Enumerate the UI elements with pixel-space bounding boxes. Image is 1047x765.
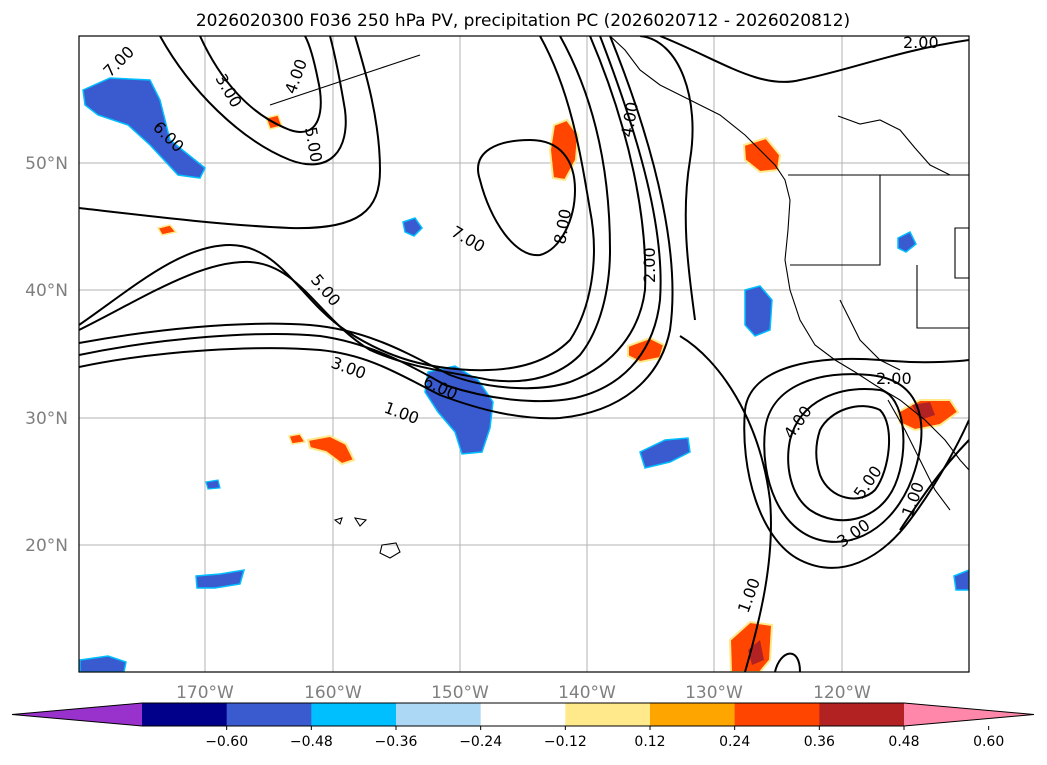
colorbar-tick-label: −0.36 <box>375 734 418 750</box>
lon-label-120w: 120°W <box>813 683 871 703</box>
precip-patch-south-core <box>748 640 764 665</box>
pv-contour-12 <box>815 405 891 500</box>
border-canada <box>837 115 969 176</box>
latitude-labels: 50°N 40°N 30°N 20°N <box>25 154 68 556</box>
lat-label-20n: 20°N <box>25 536 68 556</box>
lon-label-150w: 150°W <box>431 683 489 703</box>
pv-contour-19 <box>899 439 969 531</box>
precip-negative-patches <box>79 77 969 672</box>
colorbar-tick-label: −0.12 <box>544 734 587 750</box>
pv-contour-8 <box>199 36 322 133</box>
colorbar-segment <box>226 703 312 726</box>
colorbar-tick-label: 0.36 <box>804 734 835 750</box>
contour-label-2c: 2.00 <box>876 369 912 388</box>
colorbar-extend-low <box>12 703 142 726</box>
colorbar-tick-label: 0.24 <box>719 734 750 750</box>
lat-label-50n: 50°N <box>25 154 68 174</box>
hawaii-2 <box>353 517 368 527</box>
precip-patch-idaho <box>897 230 917 253</box>
border-states-1 <box>790 175 881 266</box>
pv-contour-13 <box>787 388 905 522</box>
precip-patch-subtropical <box>639 437 691 469</box>
colorbar-segment <box>311 703 397 726</box>
colorbar-tick-label: 0.12 <box>634 734 665 750</box>
figure-title: 2026020300 F036 250 hPa PV, precipitatio… <box>196 11 850 31</box>
pv-contour-5 <box>79 36 595 372</box>
pv-contour-17 <box>679 335 772 672</box>
pv-contour-2 <box>79 36 662 403</box>
lon-label-170w: 170°W <box>176 683 234 703</box>
lat-label-30n: 30°N <box>25 409 68 429</box>
precip-patch-small-north <box>402 217 423 237</box>
precip-patch-small-hawaii <box>287 433 307 445</box>
coast-aleutians <box>269 54 421 106</box>
pv-contour-3 <box>79 36 647 390</box>
colorbar-segment <box>565 703 651 726</box>
pv-contours <box>79 36 969 672</box>
pv-contour-6 <box>79 36 382 230</box>
border-states-3 <box>954 227 969 279</box>
pv-contour-11 <box>659 36 969 83</box>
graticule <box>79 36 969 672</box>
colorbar-tick-label: 0.48 <box>888 734 919 750</box>
lon-label-140w: 140°W <box>558 683 616 703</box>
precip-patch-small-west <box>156 224 178 236</box>
precip-patch-south-hawaii <box>195 569 246 589</box>
pv-contour-9 <box>477 138 577 257</box>
precip-patch-sw-corner <box>79 655 127 672</box>
colorbar-segment <box>650 703 736 726</box>
hawaii-1 <box>333 517 343 525</box>
pv-contour-4 <box>79 36 612 383</box>
pv-contour-10 <box>639 36 696 321</box>
precip-patch-east-edge <box>953 569 969 591</box>
colorbar-tick-label: 0.60 <box>973 734 1004 750</box>
hawaii-big-island <box>379 542 401 559</box>
precip-patch-hawaii-north <box>306 434 356 466</box>
lon-label-160w: 160°W <box>304 683 362 703</box>
border-states-2 <box>916 265 969 329</box>
colorbar-segment <box>819 703 905 726</box>
pv-contour-15 <box>744 357 969 411</box>
coast-baja <box>887 399 951 511</box>
precip-patch-aleutian <box>82 77 206 179</box>
border-ca-nv <box>839 299 901 371</box>
colorbar-segment <box>734 703 820 726</box>
pv-contour-1 <box>79 36 674 420</box>
colorbar: −0.60 −0.48 −0.36 −0.24 −0.12 0.12 0.24 0.36 0.4… <box>11 702 1035 750</box>
longitude-labels: 170°W 160°W 150°W 140°W 130°W 120°W <box>176 683 871 703</box>
colorbar-tick-label: −0.24 <box>459 734 502 750</box>
lat-label-40n: 40°N <box>25 281 68 301</box>
colorbar-segment <box>142 703 228 726</box>
lon-label-130w: 130°W <box>685 683 743 703</box>
colorbar-outline <box>11 702 1035 727</box>
colorbar-segment <box>396 703 482 726</box>
precip-patch-offshore-ca <box>744 285 773 337</box>
pv-contour-7 <box>159 36 347 166</box>
pv-contour-14 <box>763 373 923 543</box>
contour-label-2: 2.00 <box>640 247 659 283</box>
pv-contour-18 <box>774 652 801 672</box>
colorbar-segment <box>480 703 566 726</box>
colorbar-tick-label: −0.48 <box>290 734 333 750</box>
contour-label-2b: 2.00 <box>903 33 939 52</box>
coast-north-america <box>609 36 969 471</box>
map-border <box>78 35 970 673</box>
coastlines <box>269 36 969 559</box>
colorbar-tick-label: −0.60 <box>205 734 248 750</box>
colorbar-extend-high <box>904 703 1034 726</box>
precip-patch-tiny <box>205 479 221 490</box>
